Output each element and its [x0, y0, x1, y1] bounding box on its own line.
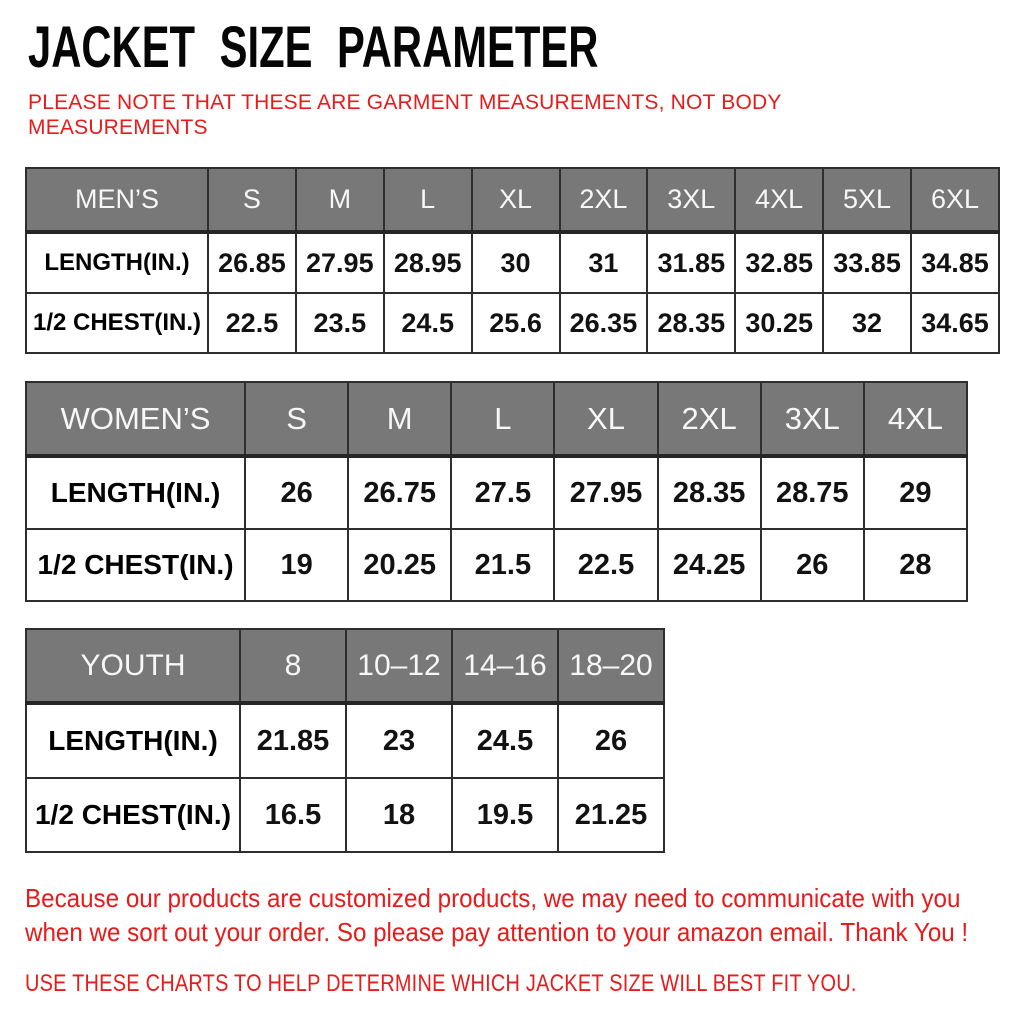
- garment-measurement-note-line2: MEASUREMENTS: [28, 116, 208, 140]
- table-cell: 23: [345, 702, 453, 780]
- table-cell: 24.25: [656, 528, 762, 603]
- table-cell: 28.95: [382, 231, 473, 295]
- table-cell: 24.5: [451, 702, 559, 780]
- table-cell: 18: [345, 777, 453, 854]
- column-header-size: XL: [553, 381, 659, 459]
- table-cell: 31: [558, 231, 649, 295]
- table-cell: 30: [470, 231, 561, 295]
- row-label: LENGTH(IN.): [25, 702, 241, 780]
- table-cell: 26: [243, 455, 350, 531]
- page-title: JACKET SIZE PARAMETER: [28, 15, 599, 80]
- mens-length-row: LENGTH(IN.) 26.85 27.95 28.95 30 31 31.8…: [25, 231, 1000, 295]
- customization-notice-line1: Because our products are customized prod…: [25, 883, 961, 914]
- column-header-size: M: [294, 167, 385, 235]
- youth-size-table: YOUTH 8 10–12 14–16 18–20 LENGTH(IN.) 21…: [25, 628, 665, 854]
- table-cell: 20.25: [347, 528, 453, 603]
- womens-size-table: WOMEN’S S M L XL 2XL 3XL 4XL LENGTH(IN.)…: [25, 381, 969, 603]
- garment-measurement-note-line1: PLEASE NOTE THAT THESE ARE GARMENT MEASU…: [28, 91, 782, 115]
- row-label: 1/2 CHEST(IN.): [25, 528, 246, 603]
- column-header-size: 8: [239, 628, 347, 706]
- table-cell: 25.6: [470, 292, 561, 355]
- column-header-size: S: [243, 381, 350, 459]
- table-cell: 33.85: [822, 231, 912, 295]
- column-header-size: 3XL: [759, 381, 865, 459]
- column-header-size: 18–20: [557, 628, 665, 706]
- mens-header-row: MEN’S S M L XL 2XL 3XL 4XL 5XL 6XL: [25, 167, 1000, 235]
- table-cell: 23.5: [294, 292, 385, 355]
- column-header-size: 3XL: [646, 167, 737, 235]
- column-header-size: 6XL: [910, 167, 1000, 235]
- table-cell: 29: [862, 455, 969, 531]
- table-cell: 22.5: [207, 292, 297, 355]
- row-label: 1/2 CHEST(IN.): [25, 292, 209, 355]
- row-label: 1/2 CHEST(IN.): [25, 777, 241, 854]
- table-cell: 28.35: [656, 455, 762, 531]
- womens-table-title: WOMEN’S: [25, 381, 246, 459]
- column-header-size: L: [382, 167, 473, 235]
- womens-length-row: LENGTH(IN.) 26 26.75 27.5 27.95 28.35 28…: [25, 455, 969, 531]
- column-header-size: 10–12: [345, 628, 453, 706]
- table-cell: 28: [862, 528, 969, 603]
- table-cell: 27.95: [553, 455, 659, 531]
- table-cell: 26: [759, 528, 865, 603]
- table-cell: 26: [557, 702, 665, 780]
- customization-notice: Because our products are customized prod…: [25, 881, 969, 950]
- womens-chest-row: 1/2 CHEST(IN.) 19 20.25 21.5 22.5 24.25 …: [25, 528, 969, 603]
- table-cell: 24.5: [382, 292, 473, 355]
- table-cell: 21.25: [557, 777, 665, 854]
- mens-chest-row: 1/2 CHEST(IN.) 22.5 23.5 24.5 25.6 26.35…: [25, 292, 1000, 355]
- youth-header-row: YOUTH 8 10–12 14–16 18–20: [25, 628, 665, 706]
- row-label: LENGTH(IN.): [25, 455, 246, 531]
- row-label: LENGTH(IN.): [25, 231, 209, 295]
- table-cell: 21.5: [450, 528, 556, 603]
- fit-advice-text: USE THESE CHARTS TO HELP DETERMINE WHICH…: [25, 969, 857, 997]
- table-cell: 28.35: [646, 292, 737, 355]
- customization-notice-line2: when we sort out your order. So please p…: [25, 917, 969, 948]
- mens-size-table: MEN’S S M L XL 2XL 3XL 4XL 5XL 6XL LENGT…: [25, 167, 1000, 355]
- column-header-size: 5XL: [822, 167, 912, 235]
- table-cell: 32: [822, 292, 912, 355]
- table-cell: 19: [243, 528, 350, 603]
- size-chart-page: JACKET SIZE PARAMETER PLEASE NOTE THAT T…: [0, 15, 1024, 1024]
- table-cell: 27.95: [294, 231, 385, 295]
- table-cell: 16.5: [239, 777, 347, 854]
- table-cell: 34.65: [910, 292, 1000, 355]
- table-cell: 30.25: [734, 292, 825, 355]
- column-header-size: 4XL: [734, 167, 825, 235]
- column-header-size: L: [450, 381, 556, 459]
- youth-table-title: YOUTH: [25, 628, 241, 706]
- column-header-size: 4XL: [862, 381, 969, 459]
- table-cell: 26.85: [207, 231, 297, 295]
- column-header-size: 2XL: [656, 381, 762, 459]
- column-header-size: 14–16: [451, 628, 559, 706]
- column-header-size: 2XL: [558, 167, 649, 235]
- table-cell: 34.85: [910, 231, 1000, 295]
- table-cell: 28.75: [759, 455, 865, 531]
- table-cell: 26.75: [347, 455, 453, 531]
- table-cell: 21.85: [239, 702, 347, 780]
- table-cell: 27.5: [450, 455, 556, 531]
- youth-chest-row: 1/2 CHEST(IN.) 16.5 18 19.5 21.25: [25, 777, 665, 854]
- column-header-size: XL: [470, 167, 561, 235]
- column-header-size: S: [207, 167, 297, 235]
- table-cell: 19.5: [451, 777, 559, 854]
- table-cell: 22.5: [553, 528, 659, 603]
- column-header-size: M: [347, 381, 453, 459]
- table-cell: 32.85: [734, 231, 825, 295]
- table-cell: 31.85: [646, 231, 737, 295]
- table-cell: 26.35: [558, 292, 649, 355]
- mens-table-title: MEN’S: [25, 167, 209, 235]
- garment-measurement-note: PLEASE NOTE THAT THESE ARE GARMENT MEASU…: [28, 91, 1024, 141]
- womens-header-row: WOMEN’S S M L XL 2XL 3XL 4XL: [25, 381, 969, 459]
- youth-length-row: LENGTH(IN.) 21.85 23 24.5 26: [25, 702, 665, 780]
